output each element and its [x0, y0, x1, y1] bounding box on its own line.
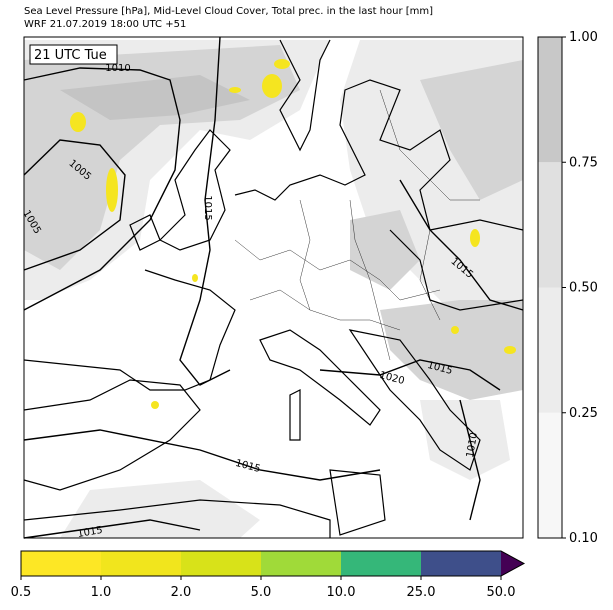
colorbar-tick-label: 0.10 — [569, 531, 598, 546]
colorbar-bin — [538, 287, 562, 413]
title-line-2: WRF 21.07.2019 18:00 UTC +51 — [24, 19, 186, 30]
colorbar-tick-label: 1.0 — [91, 585, 112, 600]
colorbar-tick-label: 10.0 — [327, 585, 356, 600]
coastlines — [23, 39, 524, 538]
colorbar-bin — [538, 412, 562, 538]
colorbar-bin — [261, 551, 341, 576]
colorbar-bin — [101, 551, 181, 576]
colorbar-tick-label: 1.00 — [569, 30, 598, 45]
cloud-colorbar: 0.10 0.25 0.50 0.75 1.00 — [537, 30, 598, 546]
map-frame — [23, 36, 524, 539]
time-label: 21 UTC Tue — [34, 48, 107, 63]
colorbar-bin — [421, 551, 501, 576]
isobar-label: 1015 — [202, 195, 213, 220]
colorbar-bin — [538, 37, 562, 163]
colorbar-tick-label: 5.0 — [251, 585, 272, 600]
colorbar-tick-label: 2.0 — [171, 585, 192, 600]
colorbar-tick-label: 0.5 — [11, 585, 32, 600]
colorbar-extend — [501, 551, 524, 576]
isobar-label: 1010 — [465, 432, 480, 459]
colorbar-tick-label: 0.50 — [569, 281, 598, 296]
colorbar-tick-label: 0.25 — [569, 406, 598, 421]
borders — [234, 89, 480, 361]
colorbar-bin — [181, 551, 261, 576]
time-label-box — [29, 44, 118, 65]
colorbar-tick-label: 25.0 — [407, 585, 436, 600]
precip-colorbar: 0.5 1.0 2.0 5.0 10.0 25.0 50.0 — [11, 550, 526, 600]
colorbar-bin — [538, 162, 562, 288]
colorbar-bin — [341, 551, 421, 576]
colorbar-tick-label: 0.75 — [569, 155, 598, 170]
colorbar-frame — [20, 550, 526, 577]
title-line-1: Sea Level Pressure [hPa], Mid-Level Clou… — [24, 6, 433, 17]
isobar-label: 1010 — [105, 63, 130, 74]
map: 1010100510051015101510201015101010151015… — [20, 36, 524, 540]
isobars — [23, 36, 524, 539]
colorbar-tick-label: 50.0 — [487, 585, 516, 600]
colorbar-bin — [21, 551, 101, 576]
precipitation — [70, 59, 516, 409]
isobar-label: 1015 — [77, 525, 104, 540]
